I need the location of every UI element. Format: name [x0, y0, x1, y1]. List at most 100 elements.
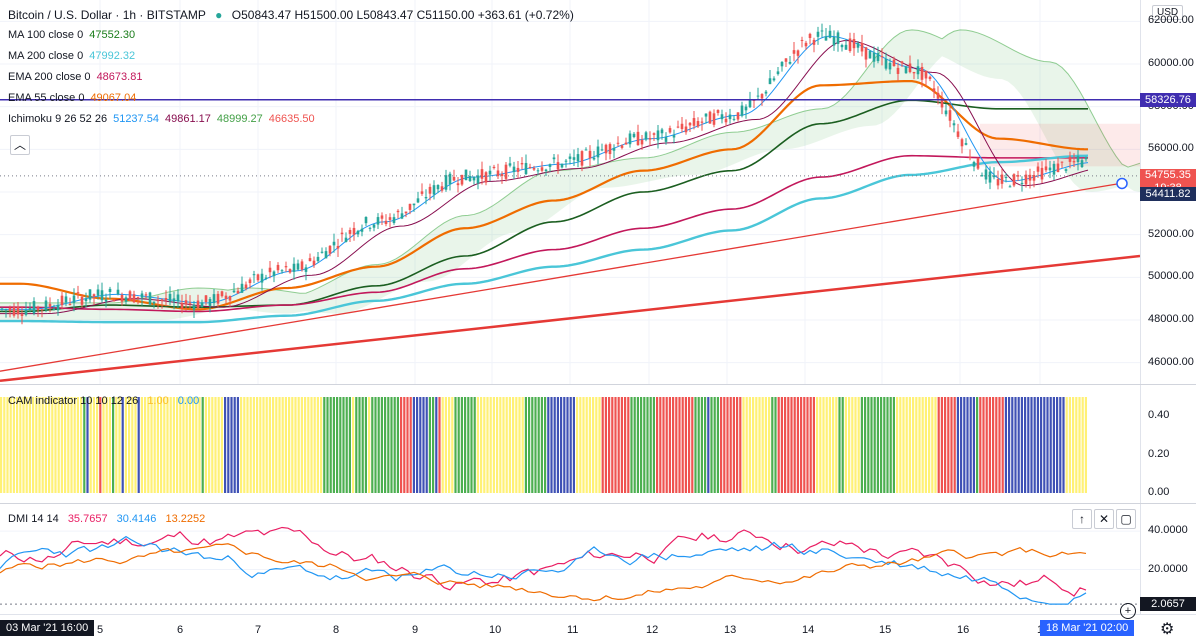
candle-body: [660, 129, 664, 134]
candle-body: [256, 274, 260, 281]
cam-bar: [262, 397, 265, 493]
candle-body: [596, 146, 600, 158]
indicator-legend[interactable]: MA 100 close 0 47552.30: [8, 29, 141, 41]
candle-body: [588, 150, 592, 159]
cam-indicator-pane[interactable]: [0, 385, 1140, 503]
cam-bar: [755, 397, 758, 493]
candle-body: [632, 133, 636, 138]
candle-body: [468, 175, 472, 182]
cam-bar: [720, 397, 723, 493]
dmi-pane[interactable]: [0, 504, 1140, 614]
candle-body: [204, 295, 208, 302]
indicator-name: EMA 200 close 0: [8, 71, 91, 83]
cam-bar: [313, 397, 316, 493]
candle-body: [68, 304, 72, 306]
trendline-handle: [1116, 177, 1128, 190]
indicator-legend[interactable]: MA 200 close 0 47992.32: [8, 50, 141, 62]
collapse-icon[interactable]: ︿: [10, 135, 30, 155]
dmi-axis[interactable]: [1140, 504, 1196, 614]
candle-body: [884, 58, 888, 69]
cam-indicator-svg[interactable]: [0, 385, 1140, 503]
candle-body: [360, 228, 364, 232]
cam-bar: [937, 397, 940, 493]
cam-bar: [860, 397, 863, 493]
cam-bar: [121, 397, 124, 493]
cam-axis[interactable]: [1140, 385, 1196, 503]
cam-bar: [912, 397, 915, 493]
candle-body: [172, 298, 176, 302]
candle-body: [232, 290, 236, 293]
cam-bar: [441, 397, 444, 493]
cam-bar: [476, 397, 479, 493]
maximize-icon[interactable]: ▢: [1116, 509, 1136, 529]
cam-bar: [70, 397, 73, 493]
close-icon[interactable]: ✕: [1094, 509, 1114, 529]
candle-body: [1048, 167, 1052, 171]
symbol-legend: Bitcoin / U.S. Dollar · 1h · BITSTAMP ● …: [8, 9, 580, 21]
candle-body: [548, 164, 552, 167]
candle-body: [164, 297, 168, 301]
candle-body: [328, 245, 332, 254]
indicator-legend[interactable]: EMA 200 close 0 48673.81: [8, 71, 148, 83]
cam-bar: [470, 397, 473, 493]
candle-body: [688, 122, 692, 126]
cam-bar: [179, 397, 182, 493]
candle-body: [64, 296, 68, 303]
candle-body: [148, 292, 152, 305]
cam-bar: [409, 397, 412, 493]
candle-body: [724, 118, 728, 123]
candle-body: [376, 217, 380, 225]
candle-body: [612, 147, 616, 151]
price-chart-svg[interactable]: [0, 0, 1141, 384]
candle-body: [676, 126, 680, 128]
candle-body: [212, 294, 216, 304]
candle-body: [32, 301, 36, 314]
cam-bar: [809, 397, 812, 493]
candle-body: [344, 237, 348, 243]
candle-body: [1080, 160, 1084, 168]
cam-bar: [819, 397, 822, 493]
candle-body: [456, 183, 460, 186]
candle-body: [916, 66, 920, 75]
candle-body: [496, 170, 500, 177]
cam-bar: [345, 397, 348, 493]
candle-body: [296, 263, 300, 270]
cam-bar: [684, 397, 687, 493]
ichimoku-span-a: [0, 29, 1141, 304]
candle-body: [36, 307, 40, 311]
candle-body: [124, 297, 128, 302]
cam-bar: [60, 397, 63, 493]
candle-body: [720, 114, 724, 120]
indicator-legend[interactable]: EMA 55 close 0 49067.04: [8, 92, 142, 104]
cam-title[interactable]: CAM indicator 10 10 12 26: [8, 395, 139, 407]
candle-body: [236, 290, 240, 294]
cam-bar: [771, 397, 774, 493]
currency-button[interactable]: USD: [1152, 5, 1184, 20]
cam-bar: [483, 397, 486, 493]
main-price-pane[interactable]: [0, 0, 1141, 384]
candle-body: [432, 185, 436, 195]
dmi-svg[interactable]: [0, 504, 1140, 614]
ichimoku-legend[interactable]: Ichimoku 9 26 52 26 51237.54 49861.17 48999…: [8, 113, 321, 125]
gear-icon[interactable]: ⚙: [1160, 621, 1175, 638]
dmi-title[interactable]: DMI 14 14: [8, 513, 59, 525]
cam-bar: [464, 397, 467, 493]
cam-bar: [659, 397, 662, 493]
time-axis[interactable]: [0, 614, 1196, 638]
arrow-up-icon[interactable]: ↑: [1072, 509, 1092, 529]
cam-bar: [48, 397, 51, 493]
cam-bar: [92, 397, 95, 493]
candle-body: [656, 130, 660, 141]
cam-bar: [1024, 397, 1027, 493]
time-tick: 15: [879, 624, 892, 636]
zoom-icon[interactable]: +: [1120, 603, 1136, 619]
symbol-title[interactable]: Bitcoin / U.S. Dollar · 1h · BITSTAMP: [8, 8, 206, 22]
candle-body: [700, 121, 704, 123]
candle-body: [704, 113, 708, 117]
cam-bar: [617, 397, 620, 493]
hline-price-tag: 58326.76: [1140, 92, 1196, 107]
cam-bar: [259, 397, 262, 493]
cam-value-1: 1.00: [147, 395, 169, 407]
candle-body: [452, 176, 456, 181]
